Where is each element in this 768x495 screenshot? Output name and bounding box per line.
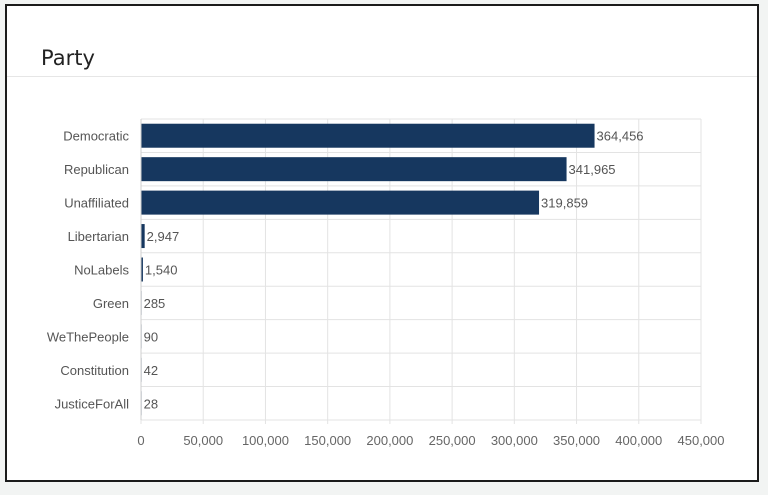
x-tick-label: 250,000 — [429, 433, 476, 448]
data-label: 28 — [144, 396, 158, 411]
bar — [141, 257, 143, 282]
category-label: Libertarian — [68, 229, 129, 244]
data-label: 90 — [144, 329, 158, 344]
category-label: JusticeForAll — [55, 396, 130, 411]
data-label: 285 — [144, 296, 166, 311]
category-label: Green — [93, 296, 129, 311]
x-tick-label: 350,000 — [553, 433, 600, 448]
data-label: 319,859 — [541, 196, 588, 211]
category-label: Republican — [64, 162, 129, 177]
bar — [141, 157, 567, 182]
chart-panel: Party — [5, 4, 759, 482]
x-tick-label: 50,000 — [183, 433, 223, 448]
x-tick-label: 450,000 — [678, 433, 725, 448]
x-tick-label: 200,000 — [366, 433, 413, 448]
category-label: Democratic — [63, 129, 129, 144]
x-tick-label: 300,000 — [491, 433, 538, 448]
category-label: WeThePeople — [47, 329, 129, 344]
data-label: 341,965 — [569, 162, 616, 177]
bar — [141, 123, 595, 148]
data-label: 364,456 — [597, 129, 644, 144]
x-tick-label: 100,000 — [242, 433, 289, 448]
data-label: 2,947 — [147, 229, 180, 244]
x-tick-label: 400,000 — [615, 433, 662, 448]
category-label: Unaffiliated — [64, 196, 129, 211]
category-label: NoLabels — [74, 263, 129, 278]
data-label: 1,540 — [145, 263, 178, 278]
panel-header: Party — [7, 6, 757, 77]
data-label: 42 — [144, 363, 158, 378]
bar — [141, 224, 145, 249]
bar — [141, 190, 540, 215]
x-tick-label: 150,000 — [304, 433, 351, 448]
x-tick-label: 0 — [137, 433, 144, 448]
panel-title: Party — [41, 46, 95, 70]
category-label: Constitution — [60, 363, 129, 378]
